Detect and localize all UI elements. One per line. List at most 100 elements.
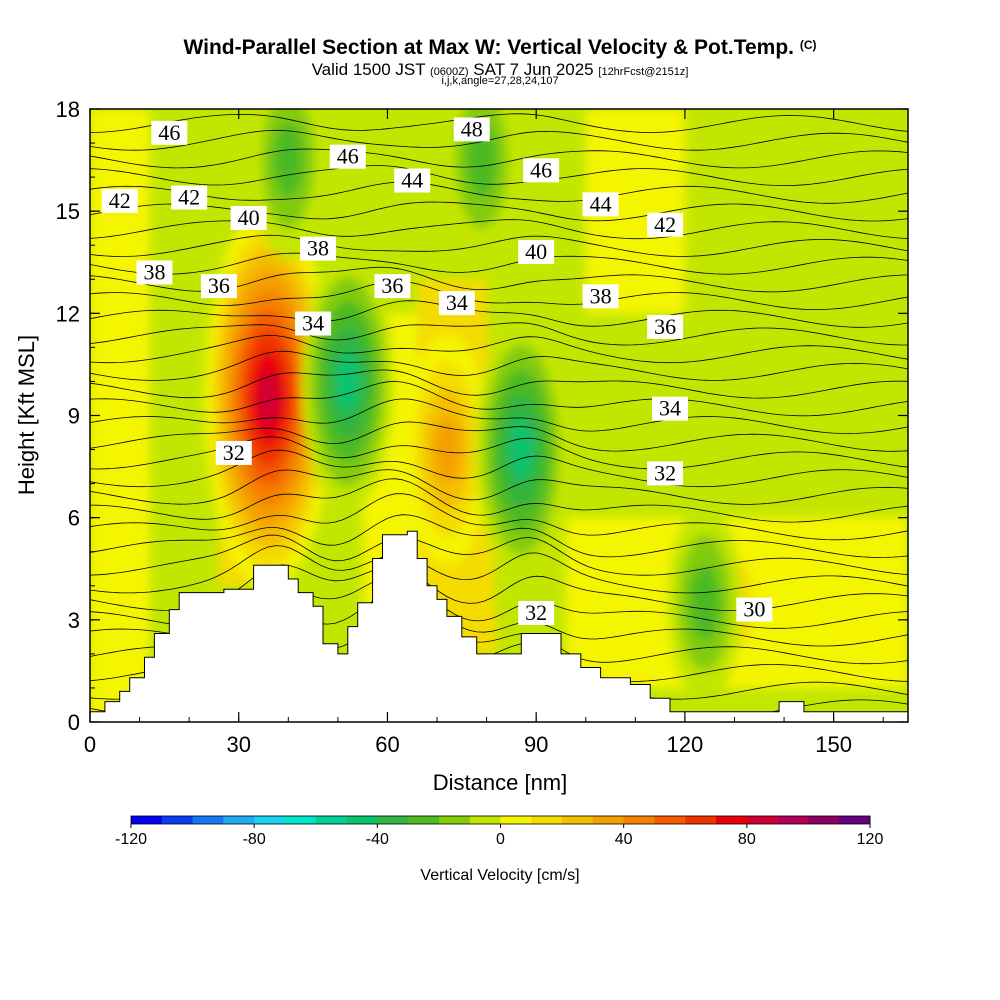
colorbar-title: Vertical Velocity [cm/s] [420, 867, 579, 884]
y-tick-label-4: 12 [56, 301, 80, 326]
x-tick-label-1: 30 [226, 732, 250, 757]
colorbar-tick-label-5: 80 [738, 831, 756, 848]
svg-text:42: 42 [654, 212, 676, 237]
isentrope-30 [90, 165, 908, 186]
isentrope-7 [90, 545, 908, 594]
colorbar-swatch-8 [377, 816, 409, 824]
contour-label-3: 46 [523, 157, 560, 183]
y-tick-label-6: 18 [56, 97, 80, 122]
contour-label-16: 38 [582, 283, 619, 309]
colorbar-swatch-19 [716, 816, 748, 824]
y-tick-label-3: 9 [68, 404, 80, 429]
contour-label-23: 30 [736, 597, 773, 622]
svg-text:34: 34 [302, 311, 324, 336]
velocity-core-3 [475, 319, 568, 580]
svg-text:34: 34 [659, 396, 681, 421]
isentrope-15 [90, 421, 908, 452]
colorbar-tick-label-6: 120 [857, 831, 884, 848]
isentrope-19 [90, 350, 908, 381]
svg-text:32: 32 [223, 440, 245, 465]
svg-text:46: 46 [158, 120, 180, 145]
svg-text:42: 42 [109, 188, 131, 213]
y-tick-label-2: 6 [68, 506, 80, 531]
isentrope-18 [90, 369, 908, 399]
colorbar-tick-label-2: -40 [366, 831, 389, 848]
isentrope-32 [90, 129, 908, 151]
contour-label-19: 34 [652, 396, 689, 421]
velocity-band-5 [585, 109, 685, 314]
contour-label-10: 40 [518, 239, 555, 265]
svg-text:34: 34 [446, 290, 468, 315]
isentrope-20 [90, 334, 908, 364]
svg-text:46: 46 [337, 144, 359, 169]
colorbar-swatch-21 [777, 816, 809, 824]
svg-text:36: 36 [381, 273, 403, 298]
velocity-core-4 [251, 109, 326, 260]
svg-text:44: 44 [590, 191, 612, 216]
subtitle-valid: Valid 1500 JST [311, 60, 426, 79]
contour-label-12: 38 [136, 259, 173, 285]
isentrope-23 [90, 280, 908, 311]
terrain [90, 530, 908, 722]
x-tick-label-0: 0 [84, 732, 96, 757]
svg-text:40: 40 [238, 205, 260, 230]
isentrope-12 [90, 469, 908, 505]
chart-subtitle-indices: i,j,k,angle=27,28,24,107 [441, 75, 559, 87]
isentrope-29 [90, 181, 908, 204]
theta-contour-labels: 46 46 48 46 42 42 44 44 40 38 40 42 38 36 36 34 38 34 36 34… [101, 116, 773, 626]
chart-title: Wind-Parallel Section at Max W: Vertical… [0, 36, 1000, 60]
colorbar-tick-label-0: -120 [115, 831, 147, 848]
colorbar-swatch-17 [654, 816, 686, 824]
colorbar-tick-label-3: 0 [496, 831, 505, 848]
isentrope-28 [90, 201, 908, 222]
isentrope-31 [90, 148, 908, 169]
chart-title-text: Wind-Parallel Section at Max W: Vertical… [183, 36, 794, 59]
colorbar-swatch-6 [315, 816, 348, 824]
colorbar-swatch-0 [131, 816, 163, 824]
contour-label-15: 34 [438, 290, 475, 316]
colorbar-swatch-10 [438, 816, 471, 824]
colorbar-swatch-16 [623, 816, 655, 824]
isentrope-25 [90, 252, 908, 275]
contour-label-20: 32 [215, 440, 252, 465]
isentrope-9 [90, 514, 908, 558]
isentrope-16 [90, 398, 908, 434]
svg-text:46: 46 [530, 157, 552, 182]
colorbar-tick-label-4: 40 [615, 831, 633, 848]
subtitle-date: SAT 7 Jun 2025 [473, 60, 594, 79]
svg-text:44: 44 [401, 168, 423, 193]
contour-label-9: 38 [300, 236, 337, 261]
contour-label-1: 46 [329, 144, 366, 169]
svg-text:38: 38 [307, 236, 329, 261]
isentrope-10 [90, 493, 908, 541]
contour-label-6: 44 [394, 168, 431, 193]
y-tick-label-1: 3 [68, 608, 80, 633]
isentrope-26 [90, 234, 908, 257]
contour-label-14: 36 [374, 273, 411, 299]
contour-label-11: 42 [647, 212, 684, 237]
svg-text:40: 40 [525, 239, 547, 264]
isentrope-33 [90, 113, 908, 133]
colorbar-swatch-9 [408, 816, 440, 824]
y-tick-label-0: 0 [68, 710, 80, 735]
x-tick-label-4: 120 [667, 732, 704, 757]
colorbar-swatch-11 [469, 816, 501, 824]
x-tick-label-5: 150 [815, 732, 852, 757]
isentrope-11 [90, 478, 908, 523]
colorbar-swatch-14 [562, 816, 594, 824]
contour-label-17: 34 [295, 311, 332, 336]
isentrope-27 [90, 219, 908, 240]
svg-text:36: 36 [654, 314, 676, 339]
contour-label-5: 42 [171, 185, 208, 210]
plot-area [90, 109, 908, 722]
svg-text:32: 32 [654, 460, 676, 485]
contour-label-8: 40 [230, 205, 267, 230]
velocity-core-7 [667, 503, 742, 703]
contour-label-21: 32 [647, 460, 684, 486]
colorbar-swatch-2 [192, 816, 224, 824]
y-axis-title: Height [Kft MSL] [14, 335, 39, 495]
colorbar-swatch-13 [531, 816, 563, 824]
colorbar-swatch-7 [346, 816, 378, 824]
colorbar-swatch-15 [592, 816, 625, 824]
